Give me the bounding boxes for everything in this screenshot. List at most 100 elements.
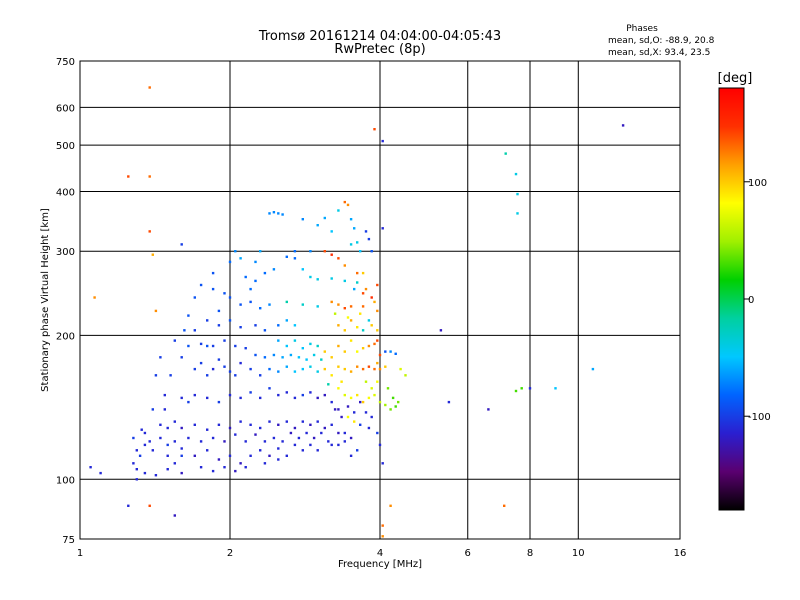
- data-point: [330, 400, 333, 404]
- data-point: [364, 411, 368, 414]
- data-point: [259, 396, 262, 400]
- data-point: [143, 471, 147, 475]
- data-point: [297, 356, 301, 359]
- data-point: [239, 396, 242, 400]
- data-point: [343, 200, 346, 204]
- data-point: [277, 339, 280, 342]
- data-point: [187, 400, 190, 404]
- data-point: [173, 514, 176, 517]
- data-point: [330, 277, 333, 280]
- data-point: [340, 380, 343, 383]
- x-tick-label: 4: [377, 548, 383, 559]
- data-point: [277, 458, 280, 461]
- data-point: [323, 216, 326, 220]
- data-point: [356, 326, 359, 329]
- data-point: [281, 356, 284, 359]
- data-point: [309, 423, 312, 426]
- data-point: [180, 356, 183, 359]
- data-point: [289, 353, 293, 357]
- data-point: [228, 393, 232, 397]
- x-tick-label: 8: [527, 548, 533, 559]
- data-point: [349, 218, 353, 221]
- data-point: [301, 218, 304, 221]
- data-point: [163, 408, 166, 411]
- data-point: [239, 326, 242, 329]
- data-point: [330, 356, 333, 359]
- data-point: [135, 478, 138, 481]
- data-point: [370, 250, 373, 253]
- data-point: [367, 396, 371, 400]
- data-point: [223, 365, 226, 368]
- data-point: [277, 324, 280, 327]
- data-point: [211, 271, 215, 275]
- data-point: [373, 300, 376, 304]
- data-point: [376, 361, 379, 365]
- data-point: [386, 387, 390, 390]
- data-point: [193, 454, 196, 457]
- data-point: [367, 319, 371, 322]
- data-point: [199, 283, 203, 287]
- x-tick-label: 2: [227, 548, 233, 559]
- data-point: [159, 356, 162, 359]
- data-point: [376, 309, 379, 313]
- data-point: [259, 426, 262, 430]
- data-point: [143, 443, 147, 447]
- phases-x-stats: mean, sd,X: 93.4, 23.5: [608, 48, 710, 58]
- data-point: [378, 400, 382, 404]
- data-point: [187, 314, 190, 317]
- data-point: [343, 440, 346, 443]
- data-point: [239, 361, 242, 365]
- data-point: [211, 436, 215, 440]
- data-point: [268, 387, 271, 390]
- data-point: [503, 504, 506, 507]
- data-point: [259, 250, 262, 253]
- data-point: [376, 339, 379, 342]
- data-point: [254, 324, 257, 327]
- data-point: [337, 257, 340, 260]
- data-point: [381, 535, 384, 538]
- data-point: [211, 287, 215, 291]
- data-point: [373, 128, 376, 131]
- y-tick-label: 500: [56, 141, 75, 152]
- data-point: [234, 469, 237, 473]
- data-point: [159, 423, 162, 426]
- data-point: [316, 396, 319, 400]
- data-point: [337, 431, 340, 435]
- data-point: [353, 227, 356, 230]
- data-point: [621, 124, 625, 127]
- data-point: [228, 319, 232, 322]
- x-tick-label: 6: [465, 548, 471, 559]
- x-tick-label: 1: [77, 548, 83, 559]
- data-point: [343, 431, 346, 435]
- data-point: [514, 172, 518, 176]
- data-point: [272, 268, 276, 271]
- data-point: [268, 367, 271, 371]
- chart-subtitle: RwPretec (8p): [334, 42, 425, 57]
- data-point: [333, 408, 337, 411]
- data-point: [381, 524, 384, 527]
- data-point: [211, 367, 215, 371]
- data-point: [166, 468, 169, 471]
- colorbar-label: [deg]: [718, 71, 753, 86]
- data-point: [343, 393, 346, 397]
- data-point: [504, 152, 507, 155]
- data-point: [349, 454, 353, 457]
- data-point: [217, 358, 221, 361]
- data-point: [263, 356, 267, 359]
- data-point: [293, 426, 297, 430]
- data-point: [285, 300, 288, 304]
- data-point: [93, 296, 96, 299]
- data-point: [187, 436, 190, 440]
- data-point: [244, 466, 247, 469]
- data-point: [359, 312, 362, 315]
- data-point: [285, 255, 288, 258]
- data-point: [217, 423, 221, 426]
- data-point: [249, 367, 252, 371]
- data-point: [187, 344, 190, 348]
- data-point: [487, 408, 490, 411]
- data-point: [361, 271, 365, 275]
- data-point: [154, 374, 158, 377]
- data-point: [234, 250, 237, 253]
- data-point: [268, 420, 271, 423]
- data-point: [349, 339, 353, 342]
